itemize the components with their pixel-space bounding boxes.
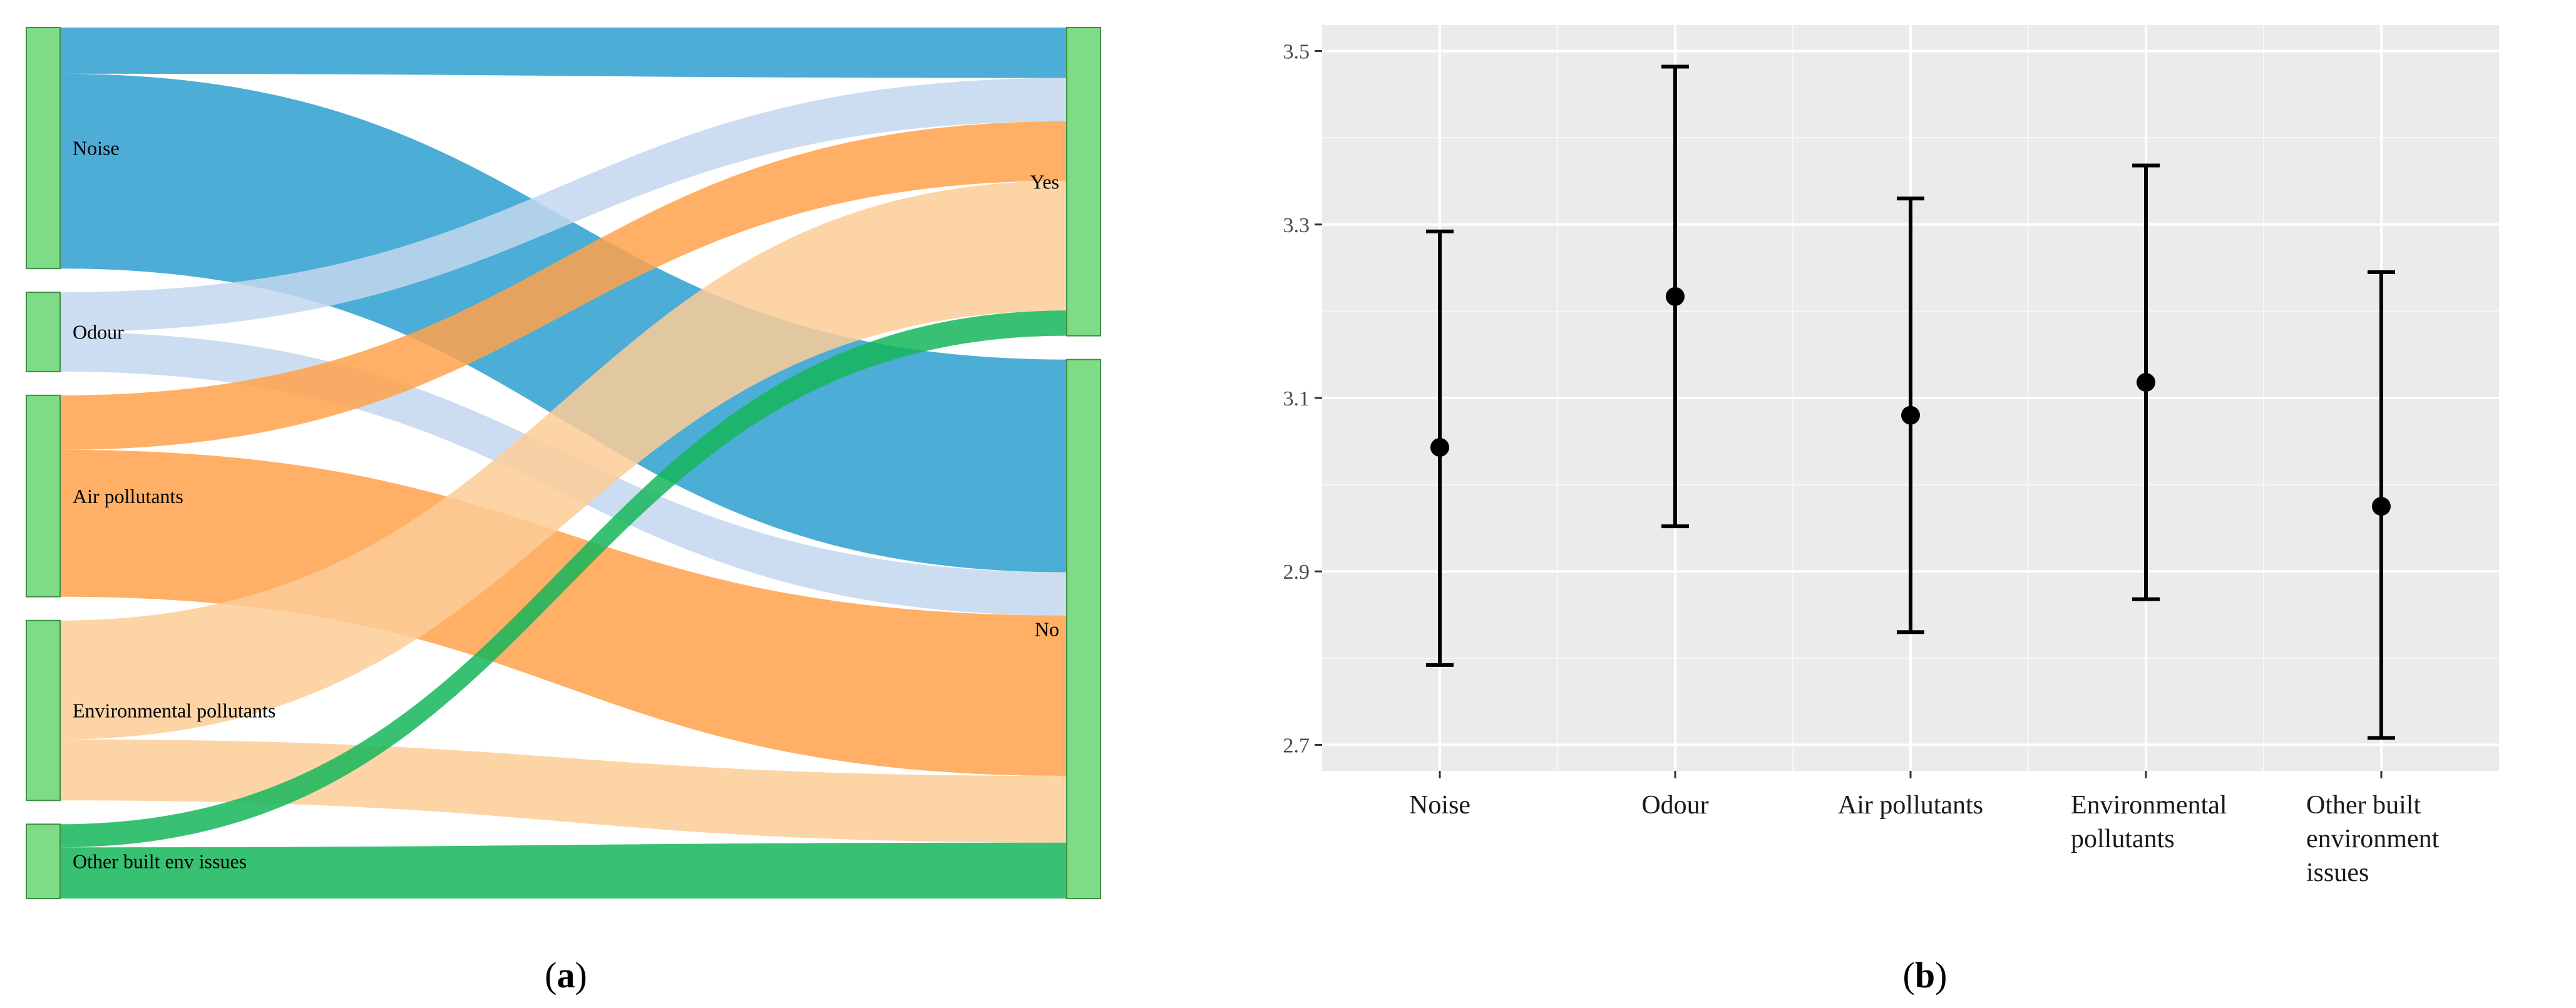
x-tick-label-odour: Odour xyxy=(1641,791,1708,820)
sankey-node-other-built-env-issues xyxy=(26,823,61,900)
sankey-link-odour-to-yes xyxy=(60,78,1067,332)
sankey-link-other-built-env-issues-to-no xyxy=(60,842,1067,899)
sankey-node-odour xyxy=(26,292,61,372)
sankey-link-other-built-env-issues-to-yes xyxy=(60,310,1067,848)
x-tick-label-air-pollutants: Air pollutants xyxy=(1838,791,1983,820)
sankey-node-label-yes: Yes xyxy=(1030,170,1059,193)
x-tick-label-environmental-pollutants: Environmental pollutants xyxy=(2071,791,2227,853)
panel-label-b: (b) xyxy=(1903,955,1947,995)
sankey-node-noise xyxy=(26,27,61,270)
sankey-labels: Noise Odour Air pollutants Environmental po… xyxy=(73,137,1059,873)
x-tick-label-line: environment xyxy=(2306,825,2440,853)
x-tick-label-other-built-environment-issues: Other built environment issues xyxy=(2306,791,2440,887)
mean-point-odour xyxy=(1666,287,1685,306)
sankey-node-label-air-pollutants: Air pollutants xyxy=(73,485,183,507)
sankey-link-noise-to-yes xyxy=(60,28,1067,78)
mean-point-noise xyxy=(1430,438,1449,457)
sankey-node-label-no: No xyxy=(1035,618,1059,640)
sankey-link-environmental-pollutants-to-no xyxy=(60,739,1067,843)
x-tick-label-noise: Noise xyxy=(1409,791,1470,820)
mean-points xyxy=(1430,287,2391,516)
x-axis-ticks: Noise Odour Air pollutants Environmental pol… xyxy=(1409,771,2440,887)
sankey-node-label-noise: Noise xyxy=(73,137,120,160)
mean-point-environmental-pollutants xyxy=(2137,373,2155,392)
sankey-nodes xyxy=(26,27,1101,900)
x-tick-label-line: Other built xyxy=(2306,791,2421,820)
sankey-node-label-environmental-pollutants: Environmental pollutants xyxy=(73,699,275,721)
y-tick-label: 3.3 xyxy=(1283,214,1310,237)
errorbar-chart: 2.7 2.9 3.1 3.3 3.5 Noise Odour Air pollutants… xyxy=(1283,25,2499,887)
x-tick-label-line: Environmental xyxy=(2071,791,2227,820)
x-tick-label-line: issues xyxy=(2306,858,2369,887)
sankey-link-noise-to-no xyxy=(60,73,1067,573)
x-tick-label-line: Air pollutants xyxy=(1838,791,1983,820)
sankey-link-air-pollutants-to-no xyxy=(60,449,1067,776)
y-axis-ticks: 2.7 2.9 3.1 3.3 3.5 xyxy=(1283,41,1322,757)
sankey-node-label-other-built-env-issues: Other built env issues xyxy=(73,850,247,873)
sankey-links xyxy=(60,28,1067,899)
y-tick-label: 2.9 xyxy=(1283,561,1310,584)
y-tick-label: 2.7 xyxy=(1283,734,1310,757)
sankey-node-yes xyxy=(1066,27,1101,337)
y-tick-label: 3.5 xyxy=(1283,41,1310,64)
y-tick-label: 3.1 xyxy=(1283,387,1310,410)
sankey-node-air-pollutants xyxy=(26,394,61,598)
mean-point-other-built-environment-issues xyxy=(2372,497,2391,516)
sankey-node-no xyxy=(1066,359,1101,899)
x-tick-label-line: Odour xyxy=(1641,791,1708,820)
sankey-link-air-pollutants-to-yes xyxy=(60,121,1067,450)
sankey-chart: Noise Odour Air pollutants Environmental po… xyxy=(26,27,1101,900)
mean-point-air-pollutants xyxy=(1901,405,1920,425)
x-tick-label-line: Noise xyxy=(1409,791,1470,820)
sankey-node-label-odour: Odour xyxy=(73,321,124,344)
panel-label-a: (a) xyxy=(545,955,587,995)
sankey-link-environmental-pollutants-to-yes xyxy=(60,180,1067,740)
sankey-node-environmental-pollutants xyxy=(26,619,61,802)
x-tick-label-line: pollutants xyxy=(2071,825,2175,853)
